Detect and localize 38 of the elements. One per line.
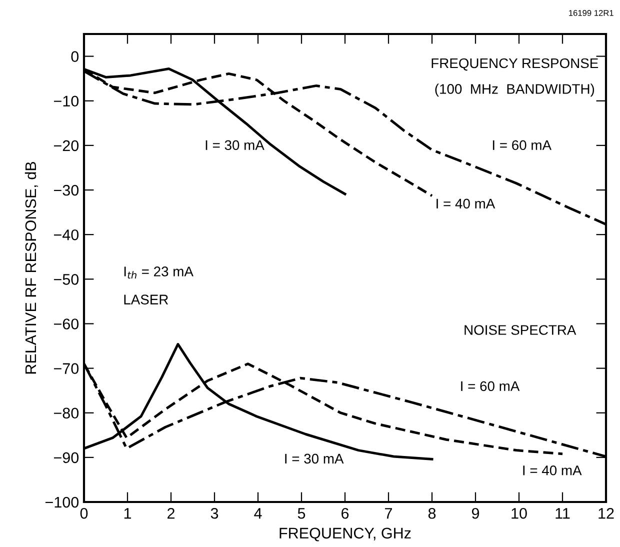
x-tick-label: 12 (598, 508, 614, 519)
annotation: I = 40 mA (436, 198, 496, 209)
text: 16199 12R1 (569, 10, 614, 16)
y-tick-label: −20 (54, 140, 79, 152)
y-tick-label: −90 (54, 452, 79, 464)
annotation: I = 60 mA (461, 381, 520, 392)
x-tick-label: 1 (124, 508, 132, 519)
x-tick-label: 6 (342, 508, 349, 519)
annotation: I = 40 mA (523, 465, 582, 476)
y-tick-label: −50 (54, 274, 79, 285)
x-tick-label: 7 (385, 508, 392, 519)
y-tick-label: −10 (54, 96, 79, 107)
x-tick-label: 4 (254, 508, 262, 519)
annotation: LASER (124, 294, 168, 304)
y-tick-label: −100 (45, 496, 79, 508)
x-tick-label: 2 (168, 508, 174, 519)
y-tick-label: 0 (71, 51, 79, 62)
x-tick-label: 0 (80, 508, 88, 519)
y-tick-label: −60 (54, 318, 79, 330)
y-tick-label: −40 (54, 229, 79, 240)
x-tick-label: 9 (472, 508, 480, 519)
x-tick-label: 3 (210, 508, 218, 519)
x-axis-title: FREQUENCY, GHz (280, 528, 411, 542)
x-tick-label: 10 (512, 508, 527, 519)
annotation: I = 30 mA (285, 454, 344, 464)
annotation: I = 30 mA (206, 140, 264, 150)
x-tick-label: 11 (556, 508, 570, 519)
annotation: NOISE SPECTRA (464, 325, 576, 335)
y-tick-label: −30 (54, 184, 79, 196)
annotation: I$_{th}$ = 23 mA (124, 266, 194, 279)
y-tick-label: −70 (54, 363, 79, 374)
annotation: FREQUENCY RESPONSE (432, 58, 598, 71)
y-tick-label: −80 (54, 408, 79, 419)
annotation: I = 60 mA (492, 140, 552, 150)
y-axis-title: RELATIVE RF RESPONSE, dB (24, 162, 38, 374)
x-tick-label: 5 (298, 508, 306, 519)
annotation: (100 MHz BANDWIDTH) (435, 84, 594, 97)
x-tick-label: 8 (428, 508, 436, 519)
